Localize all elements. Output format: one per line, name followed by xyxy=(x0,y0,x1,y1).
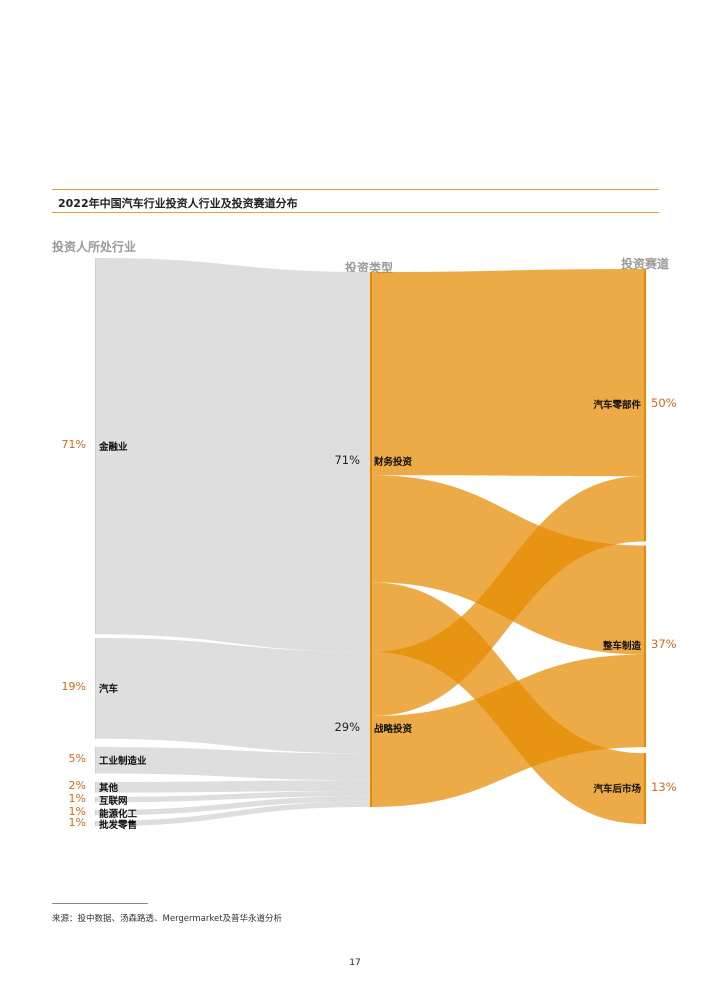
header-right: 投资赛道 xyxy=(621,257,670,271)
flow-right-0 xyxy=(371,269,644,477)
left-pct-4: 1% xyxy=(68,791,86,805)
flow-right-4 xyxy=(371,654,644,807)
flow-left-4 xyxy=(96,790,370,803)
middle-pct-0: 71% xyxy=(334,452,360,467)
left-node-bar-5 xyxy=(95,810,96,816)
title-rule xyxy=(52,212,659,213)
left-pct-6: 1% xyxy=(68,815,86,829)
middle-label-0: 财务投资 xyxy=(374,456,413,468)
left-label-1: 汽车 xyxy=(99,684,119,696)
right-label-1: 整车制造 xyxy=(602,641,641,653)
left-pct-1: 19% xyxy=(61,680,86,694)
middle-node-bar-0 xyxy=(370,272,372,652)
left-label-0: 金融业 xyxy=(99,442,128,454)
flow-left-2 xyxy=(96,747,370,781)
left-label-5: 能源化工 xyxy=(99,808,138,820)
left-label-6: 批发零售 xyxy=(99,819,138,831)
top-rule xyxy=(52,189,659,190)
page-number: 17 xyxy=(349,958,361,968)
flow-left-6 xyxy=(96,801,370,827)
right-pct-0: 50% xyxy=(651,396,677,411)
left-label-2: 工业制造业 xyxy=(99,756,147,768)
left-label-4: 互联网 xyxy=(99,795,128,807)
left-node-bar-2 xyxy=(95,747,96,774)
left-node-bar-3 xyxy=(95,782,96,793)
right-pct-2: 13% xyxy=(651,779,677,794)
source-note: 来源：投中数据、汤森路透、Mergermarket及普华永道分析 xyxy=(52,914,283,924)
flow-left-0 xyxy=(96,258,370,652)
left-pct-0: 71% xyxy=(61,438,86,452)
right-node-bar-1 xyxy=(644,545,646,748)
left-node-bar-4 xyxy=(95,797,96,803)
middle-pct-1: 29% xyxy=(334,720,360,735)
left-pct-2: 5% xyxy=(68,752,86,766)
header-left: 投资人所处行业 xyxy=(52,240,137,254)
left-pct-3: 2% xyxy=(68,779,86,793)
right-label-2: 汽车后市场 xyxy=(593,783,641,795)
right-node-bar-2 xyxy=(644,753,646,824)
left-label-3: 其他 xyxy=(99,783,119,795)
chart-title: 2022年中国汽车行业投资人行业及投资赛道分布 xyxy=(58,197,298,210)
flow-left-1 xyxy=(96,638,370,754)
left-pct-5: 1% xyxy=(68,804,86,818)
middle-label-1: 战略投资 xyxy=(374,724,413,736)
right-node-bar-0 xyxy=(644,269,646,542)
left-node-bar-1 xyxy=(95,638,96,739)
right-label-0: 汽车零部件 xyxy=(593,400,641,412)
flow-left-5 xyxy=(96,796,370,816)
flow-left-3 xyxy=(96,780,370,793)
middle-node-bar-1 xyxy=(370,651,372,807)
right-pct-1: 37% xyxy=(651,637,677,652)
left-node-bar-0 xyxy=(95,258,96,635)
left-node-bar-6 xyxy=(95,821,96,827)
footnote-rule xyxy=(52,903,148,904)
flow-right-3 xyxy=(371,476,644,717)
header-middle: 投资类型 xyxy=(345,261,394,275)
